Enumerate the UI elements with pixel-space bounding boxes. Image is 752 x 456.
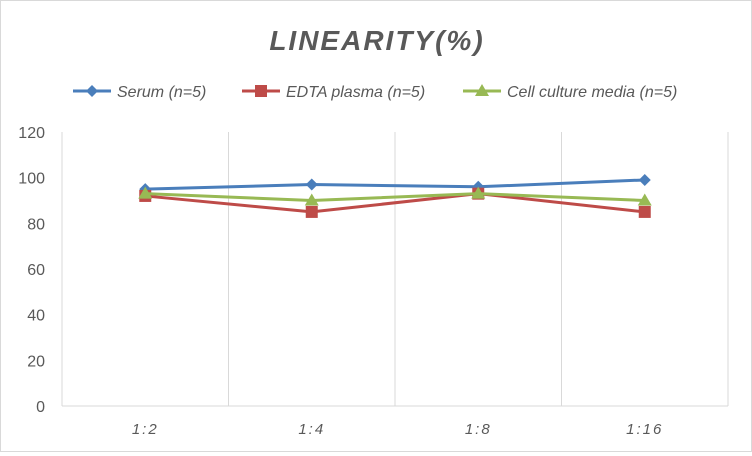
legend: Serum (n=5) EDTA plasma (n=5) Cell culture… bbox=[73, 84, 677, 101]
diamond-marker bbox=[86, 85, 98, 97]
x-tick-label: 1:16 bbox=[626, 421, 663, 438]
x-tick-label: 1:8 bbox=[465, 421, 492, 438]
diamond-marker bbox=[305, 178, 318, 191]
square-marker bbox=[638, 205, 651, 218]
y-tick-label: 20 bbox=[27, 353, 45, 370]
y-tick-label: 100 bbox=[18, 171, 45, 188]
square-marker bbox=[255, 85, 267, 97]
legend-label: Cell culture media (n=5) bbox=[507, 84, 677, 101]
y-tick-label: 40 bbox=[27, 308, 45, 325]
legend-label: Serum (n=5) bbox=[117, 84, 206, 101]
chart-title: LINEARITY(%) bbox=[269, 25, 484, 56]
legend-label: EDTA plasma (n=5) bbox=[286, 84, 425, 101]
x-tick-label: 1:2 bbox=[132, 421, 159, 438]
triangle-marker bbox=[138, 186, 153, 199]
legend-item: Serum (n=5) bbox=[73, 84, 206, 101]
triangle-marker bbox=[475, 84, 489, 96]
y-tick-label: 0 bbox=[36, 399, 45, 416]
x-tick-label: 1:4 bbox=[298, 421, 325, 438]
legend-item: EDTA plasma (n=5) bbox=[242, 84, 425, 101]
diamond-marker bbox=[638, 173, 651, 186]
y-tick-label: 60 bbox=[27, 262, 45, 279]
series bbox=[138, 186, 652, 206]
series-line bbox=[145, 178, 645, 191]
triangle-marker bbox=[471, 186, 486, 199]
plot-area: 0 20 40 60 80 100 120 1:2 1:4 1:8 1:16 bbox=[18, 125, 729, 438]
series-line bbox=[145, 192, 645, 203]
series-line bbox=[145, 192, 645, 214]
y-tick-label: 120 bbox=[18, 125, 45, 142]
square-marker bbox=[305, 205, 318, 218]
y-tick-label: 80 bbox=[27, 216, 45, 233]
triangle-marker bbox=[637, 193, 652, 206]
legend-item: Cell culture media (n=5) bbox=[463, 84, 677, 101]
triangle-marker bbox=[304, 193, 319, 206]
